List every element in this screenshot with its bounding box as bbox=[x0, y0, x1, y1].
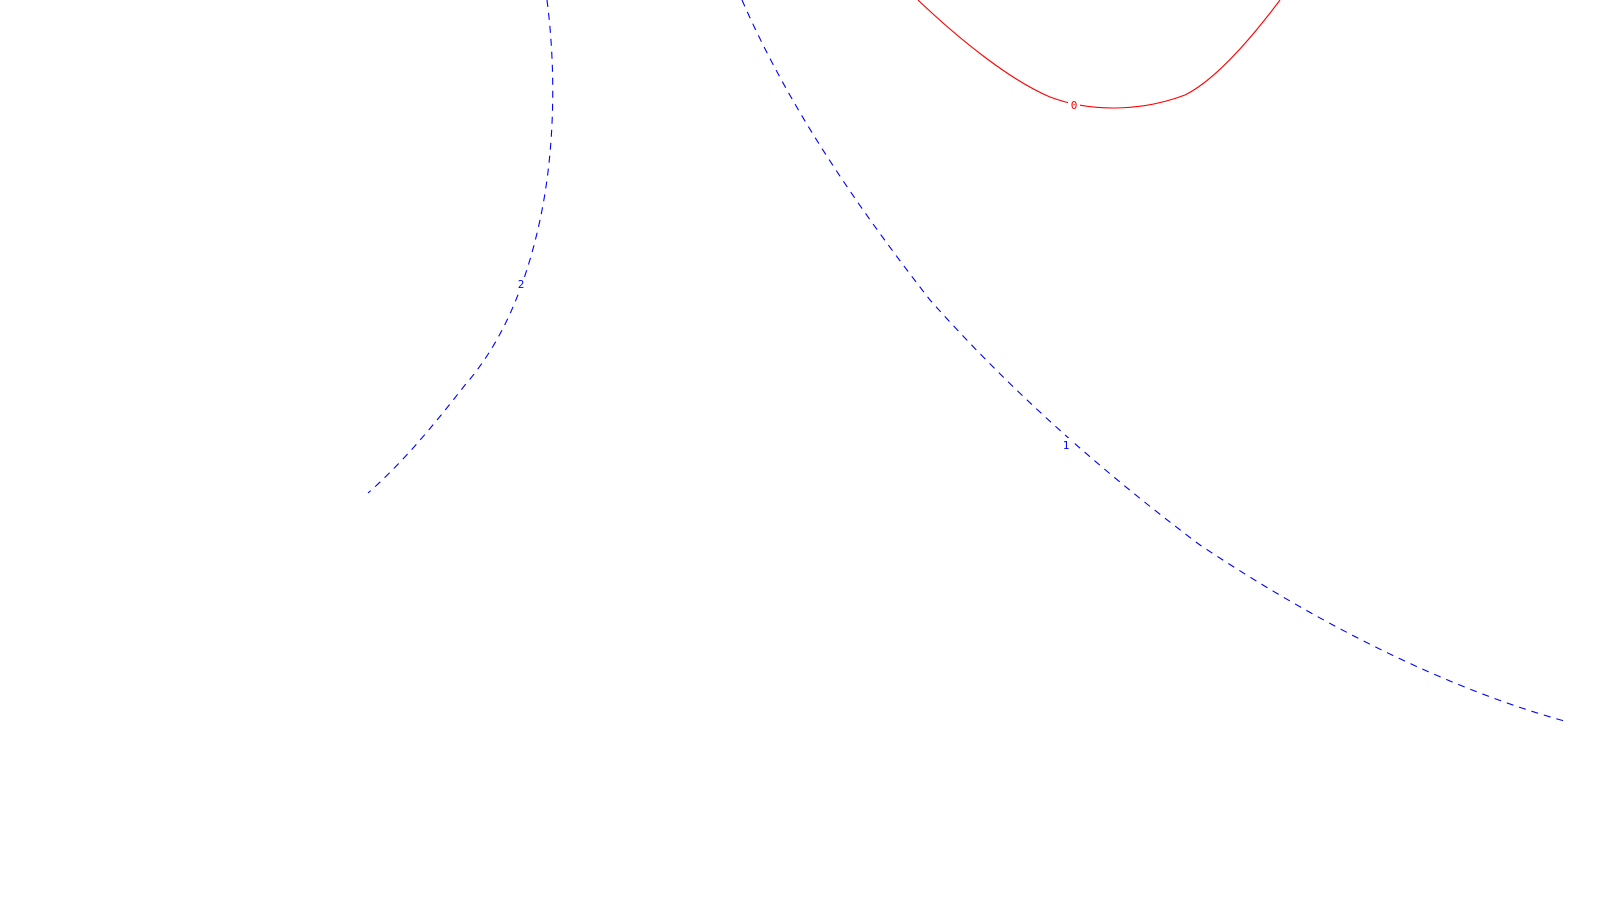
contour-level-0: 0 bbox=[917, 0, 1281, 112]
contour-label-bg-1 bbox=[1060, 438, 1072, 451]
contour-label-bg-2 bbox=[515, 277, 527, 290]
contour-line-2 bbox=[367, 0, 554, 494]
contour-label-2: 2 bbox=[518, 278, 525, 291]
contour-label-0: 0 bbox=[1071, 99, 1078, 112]
contour-label-bg-0 bbox=[1068, 98, 1080, 111]
contour-level-2: 2 bbox=[367, 0, 554, 494]
contour-level-1: 1 bbox=[741, 0, 1569, 723]
contour-line-1 bbox=[741, 0, 1569, 723]
contour-line-0 bbox=[917, 0, 1281, 109]
contour-label-1: 1 bbox=[1063, 439, 1070, 452]
